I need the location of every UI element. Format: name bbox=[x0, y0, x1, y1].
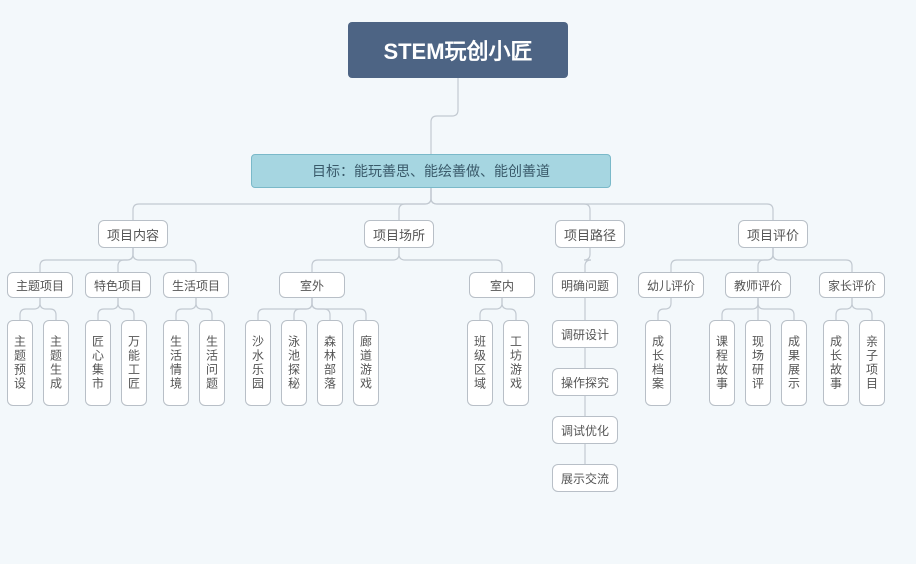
root-node: STEM玩创小匠 bbox=[348, 22, 568, 78]
sub-3-0: 幼儿评价 bbox=[638, 272, 704, 298]
leaf-0-1-0: 匠心集市 bbox=[85, 320, 111, 406]
leaf-3-1-1: 现场研评 bbox=[745, 320, 771, 406]
sub-1-1: 室内 bbox=[469, 272, 535, 298]
leaf-0-2-1: 生活问题 bbox=[199, 320, 225, 406]
leaf-1-1-0: 班级区域 bbox=[467, 320, 493, 406]
leaf-0-1-1: 万能工匠 bbox=[121, 320, 147, 406]
leaf-1-0-3: 廊道游戏 bbox=[353, 320, 379, 406]
category-0: 项目内容 bbox=[98, 220, 168, 248]
chain-2-0-2: 调试优化 bbox=[552, 416, 618, 444]
leaf-1-0-0: 沙水乐园 bbox=[245, 320, 271, 406]
leaf-3-2-1: 亲子项目 bbox=[859, 320, 885, 406]
sub-0-1: 特色项目 bbox=[85, 272, 151, 298]
chain-2-0-3: 展示交流 bbox=[552, 464, 618, 492]
category-1: 项目场所 bbox=[364, 220, 434, 248]
chain-2-0-0: 调研设计 bbox=[552, 320, 618, 348]
leaf-0-0-0: 主题预设 bbox=[7, 320, 33, 406]
chain-2-0-1: 操作探究 bbox=[552, 368, 618, 396]
leaf-3-0-0: 成长档案 bbox=[645, 320, 671, 406]
sub-0-2: 生活项目 bbox=[163, 272, 229, 298]
leaf-3-1-2: 成果展示 bbox=[781, 320, 807, 406]
sub-3-2: 家长评价 bbox=[819, 272, 885, 298]
leaf-0-2-0: 生活情境 bbox=[163, 320, 189, 406]
sub-3-1: 教师评价 bbox=[725, 272, 791, 298]
goal-node: 目标：能玩善思、能绘善做、能创善道 bbox=[251, 154, 611, 188]
sub-2-0: 明确问题 bbox=[552, 272, 618, 298]
sub-0-0: 主题项目 bbox=[7, 272, 73, 298]
leaf-1-0-2: 森林部落 bbox=[317, 320, 343, 406]
leaf-1-0-1: 泳池探秘 bbox=[281, 320, 307, 406]
leaf-3-1-0: 课程故事 bbox=[709, 320, 735, 406]
category-3: 项目评价 bbox=[738, 220, 808, 248]
sub-1-0: 室外 bbox=[279, 272, 345, 298]
leaf-0-0-1: 主题生成 bbox=[43, 320, 69, 406]
leaf-1-1-1: 工坊游戏 bbox=[503, 320, 529, 406]
category-2: 项目路径 bbox=[555, 220, 625, 248]
leaf-3-2-0: 成长故事 bbox=[823, 320, 849, 406]
